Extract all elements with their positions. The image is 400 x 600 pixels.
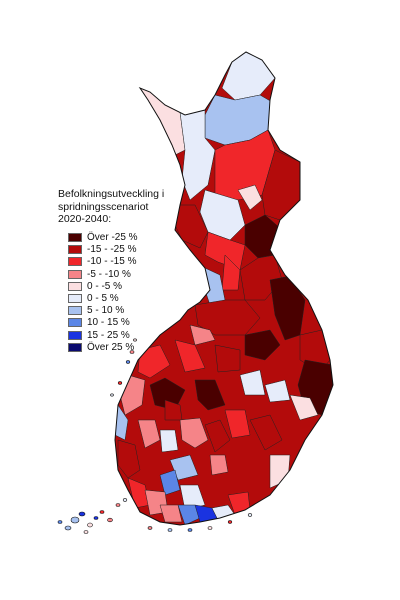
island (99, 510, 105, 514)
island (87, 522, 93, 528)
legend-label: 0 - 5 % (87, 293, 119, 305)
legend-label: 0 - -5 % (87, 280, 123, 292)
island (133, 338, 137, 342)
legend-swatch (68, 306, 82, 316)
legend-title: Befolkningsutveckling i spridningsscenar… (58, 188, 208, 226)
legend-label: -15 - -25 % (87, 244, 137, 256)
island (167, 528, 173, 532)
legend-item: Över -25 % (68, 232, 208, 244)
municipality-region (159, 429, 179, 453)
legend-swatch (68, 318, 82, 328)
municipality-region (264, 379, 291, 403)
municipality-region (239, 369, 266, 396)
municipality-region (224, 409, 251, 439)
map-legend: Befolkningsutveckling i spridningsscenar… (58, 188, 208, 353)
island (110, 393, 114, 397)
legend-title-line-3: 2020-2040: (58, 213, 112, 225)
island (70, 516, 80, 524)
legend-swatch (68, 269, 82, 279)
legend-item: -15 - -25 % (68, 244, 208, 256)
municipality-region (159, 504, 183, 523)
legend-item: 0 - 5 % (68, 292, 208, 304)
island (247, 513, 253, 517)
municipality-region (194, 299, 261, 336)
legend-label: 5 - 10 % (87, 305, 125, 317)
municipality-region (137, 419, 161, 449)
municipality-region (117, 439, 141, 479)
island (64, 525, 72, 531)
legend-item: 5 - 10 % (68, 305, 208, 317)
legend-title-line-1: Befolkningsutveckling i (58, 188, 165, 200)
legend-swatch (68, 342, 82, 352)
municipality-region (159, 469, 181, 496)
municipality-region (237, 184, 263, 211)
municipality-region (179, 484, 206, 511)
legend-swatch (68, 245, 82, 255)
island (125, 360, 131, 364)
island (93, 516, 99, 520)
municipality-region (249, 414, 283, 451)
legend-item: -5 - -10 % (68, 268, 208, 280)
legend-items: Över -25 % -15 - -25 % -10 - -15 % -5 - -10… (58, 232, 208, 354)
country-outline (114, 51, 334, 526)
island (115, 503, 121, 507)
legend-swatch (68, 257, 82, 267)
municipality-region (137, 344, 171, 379)
legend-item: -10 - -15 % (68, 256, 208, 268)
island (83, 530, 89, 534)
legend-title-line-2: spridningsscenariot (58, 200, 149, 213)
municipality-region (244, 329, 281, 361)
municipality-region (189, 324, 216, 346)
island (117, 381, 123, 385)
legend-item: 0 - -5 % (68, 280, 208, 292)
municipality-region (221, 254, 241, 291)
island (78, 511, 86, 517)
legend-swatch (68, 330, 82, 340)
legend-item: 15 - 25 % (68, 329, 208, 341)
legend-label: 15 - 25 % (87, 329, 130, 341)
legend-item: 10 - 15 % (68, 317, 208, 329)
municipality-region (209, 454, 229, 476)
island (187, 528, 193, 532)
island (207, 526, 213, 530)
legend-label: -5 - -10 % (87, 268, 131, 280)
municipality-region (204, 419, 231, 453)
legend-label: 10 - 15 % (87, 317, 130, 329)
legend-label: Över -25 % (87, 232, 138, 244)
municipality-region (214, 344, 241, 373)
legend-item: Över 25 % (68, 341, 208, 353)
island (122, 498, 128, 502)
island (107, 517, 113, 523)
island (57, 520, 63, 524)
island (147, 526, 153, 530)
municipality-region (149, 377, 186, 411)
legend-swatch (68, 281, 82, 291)
legend-label: Över 25 % (87, 341, 135, 353)
legend-label: -10 - -15 % (87, 256, 137, 268)
legend-swatch (68, 294, 82, 304)
legend-swatch (68, 233, 82, 243)
archipelago-islands (57, 338, 253, 534)
island (129, 350, 135, 354)
municipality-region (194, 379, 226, 411)
municipality-region (179, 109, 216, 201)
municipality-region (174, 339, 206, 373)
municipality-region (289, 394, 319, 421)
municipality-region (179, 417, 209, 449)
island (227, 520, 233, 524)
